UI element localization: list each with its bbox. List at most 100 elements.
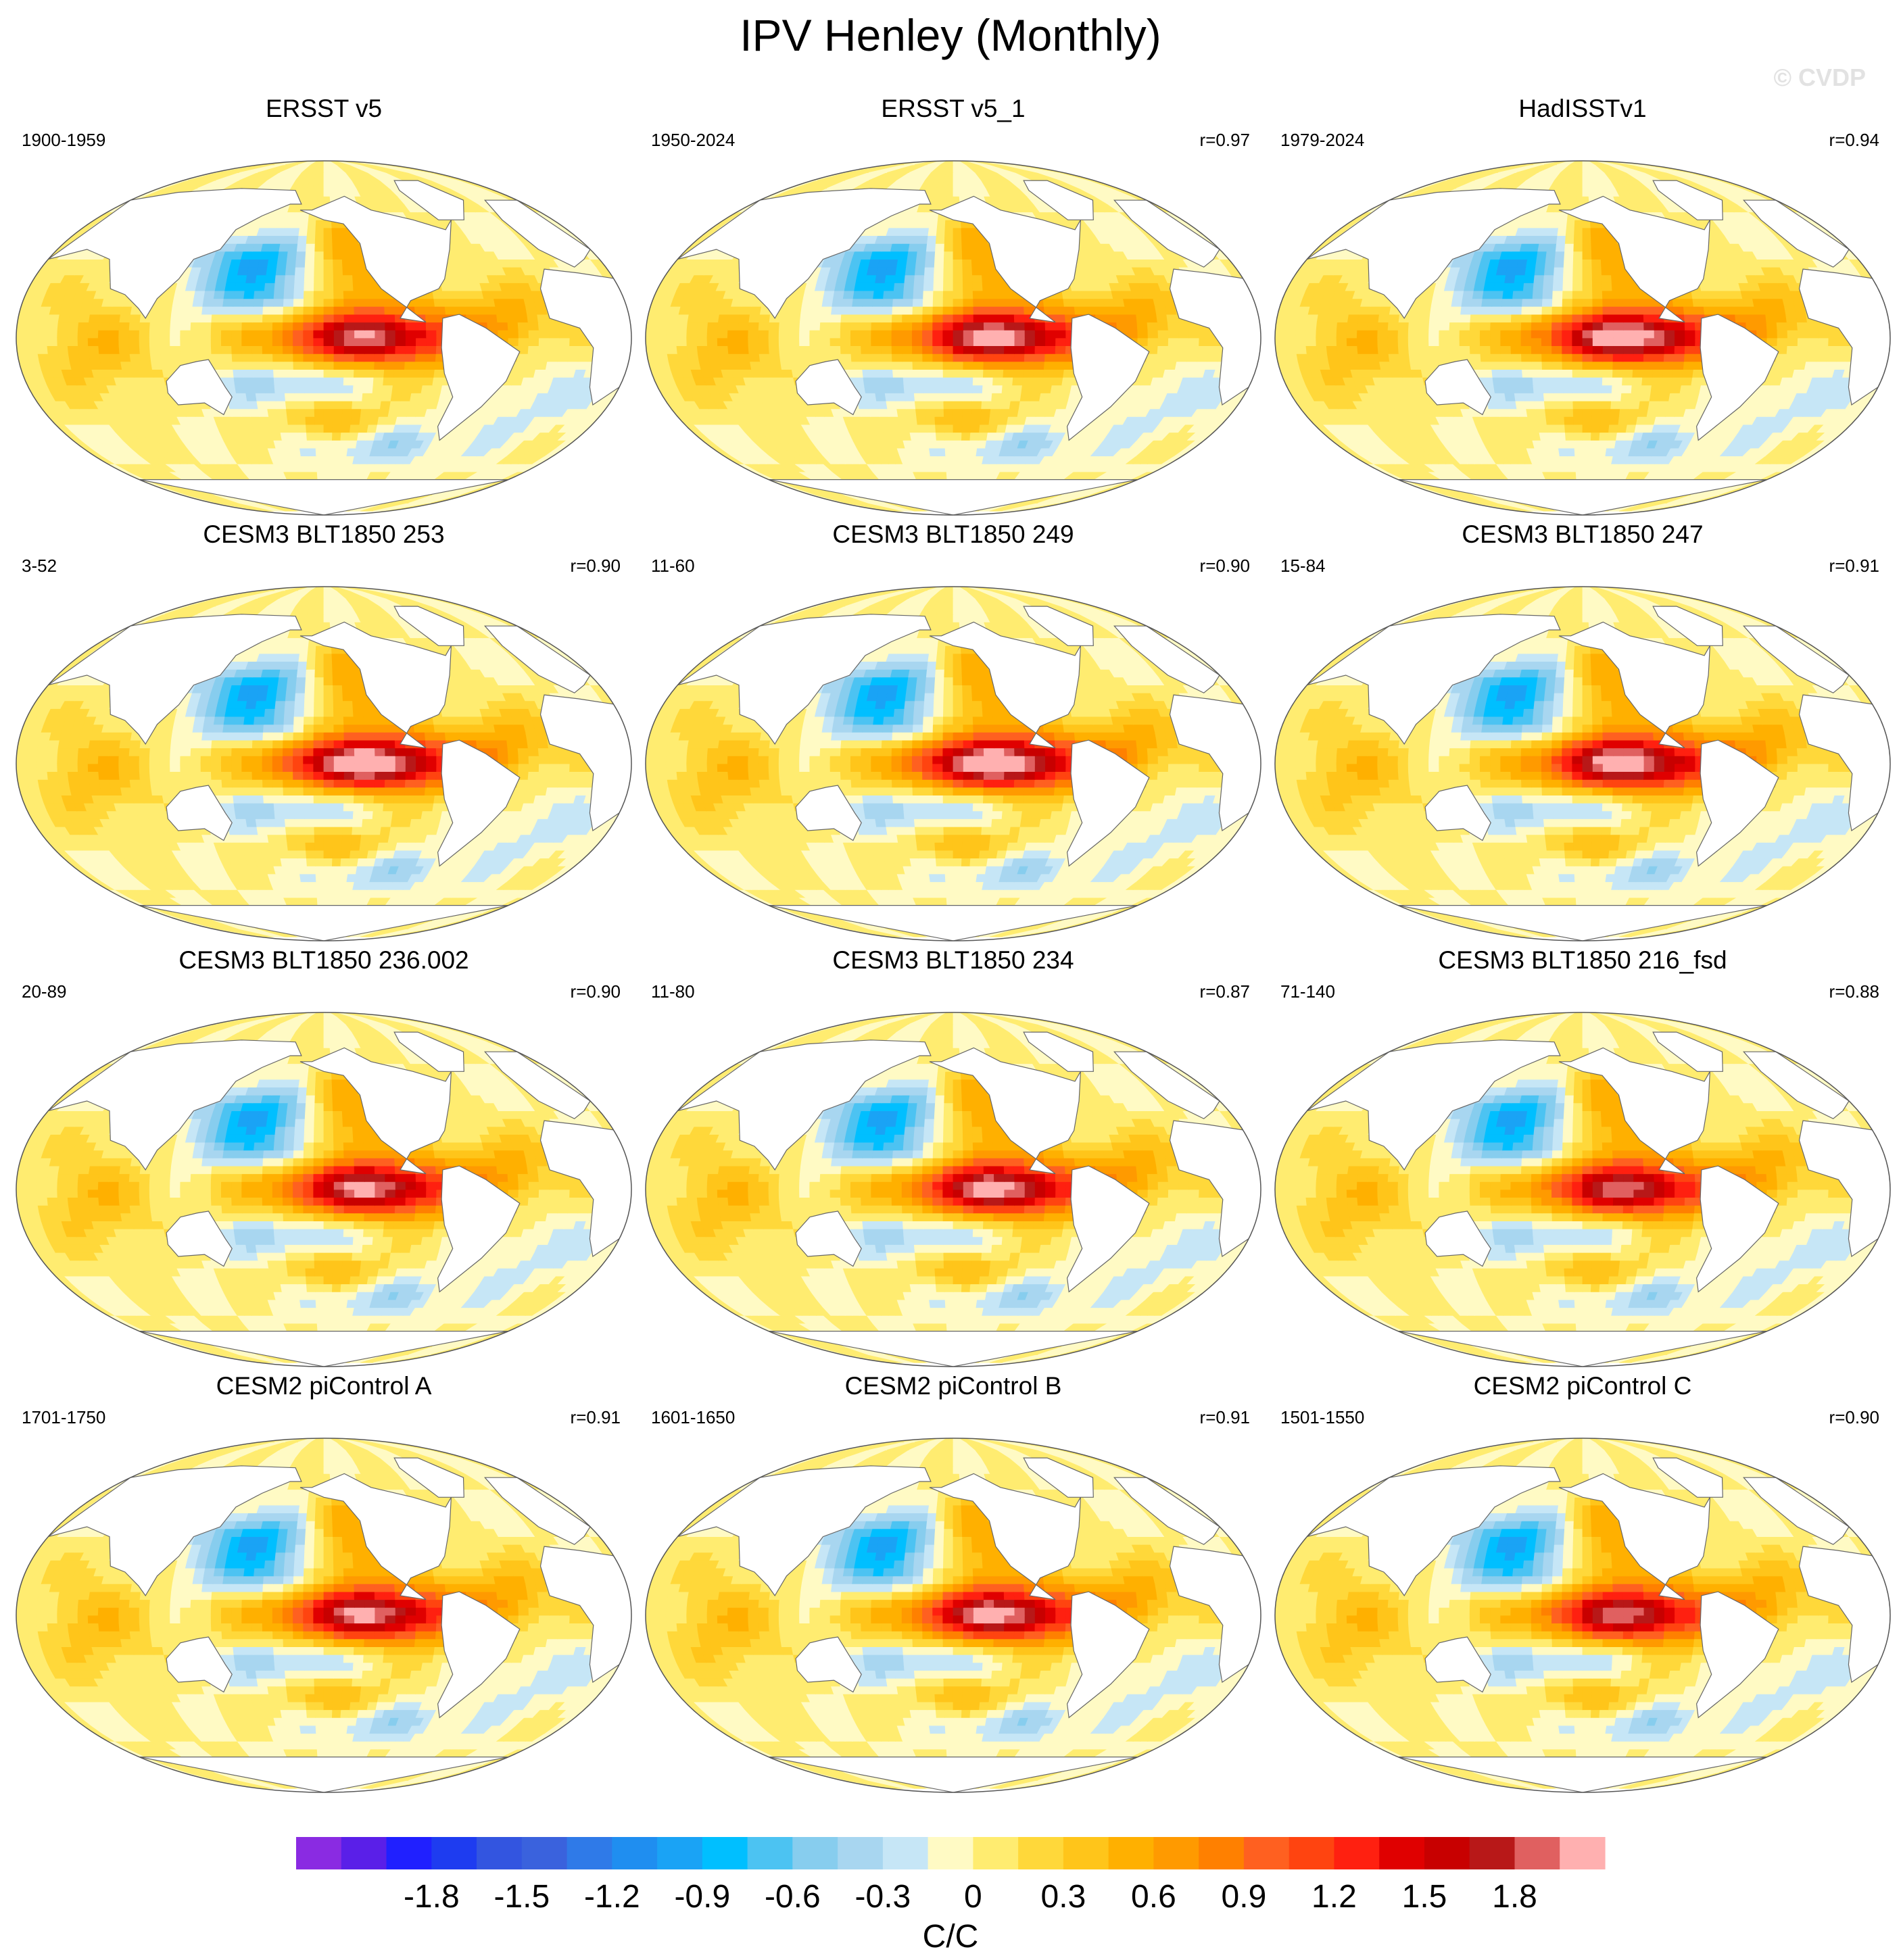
- field-cell: [1014, 322, 1026, 330]
- field-cell: [829, 329, 841, 339]
- field-cell: [149, 314, 162, 323]
- field-cell: [871, 345, 882, 354]
- field-cell: [314, 432, 324, 441]
- field-cell: [942, 376, 954, 386]
- field-cell: [1044, 329, 1057, 339]
- field-cell: [876, 400, 888, 410]
- field-cell: [527, 353, 539, 362]
- field-cell: [303, 369, 314, 378]
- field-cell: [392, 376, 404, 386]
- field-cell: [923, 290, 934, 299]
- field-cell: [304, 400, 315, 410]
- field-cell: [233, 369, 245, 378]
- field-cell: [892, 290, 905, 299]
- field-cell: [997, 416, 1009, 425]
- field-cell: [1145, 361, 1157, 370]
- field-cell: [973, 329, 984, 339]
- field-cell: [1050, 385, 1063, 393]
- field-cell: [982, 385, 993, 393]
- field-cell: [906, 408, 917, 417]
- field-cell: [372, 290, 385, 299]
- field-cell: [313, 376, 324, 386]
- field-cell: [289, 235, 299, 244]
- field-cell: [1074, 305, 1086, 315]
- field-cell: [333, 322, 345, 330]
- field-cell: [341, 259, 353, 268]
- field-cell: [359, 416, 370, 425]
- field-cell: [932, 369, 944, 378]
- field-cell: [171, 305, 183, 315]
- field-cell: [1013, 305, 1025, 315]
- field-cell: [872, 298, 884, 307]
- field-cell: [425, 314, 437, 323]
- field-cell: [234, 385, 247, 393]
- field-cell: [374, 305, 385, 315]
- field-cell: [279, 243, 290, 252]
- field-cell: [358, 424, 369, 433]
- field-cell: [173, 290, 186, 299]
- field-cell: [160, 345, 171, 354]
- field-cell: [686, 322, 698, 330]
- field-cell: [262, 322, 273, 330]
- field-cell: [932, 298, 944, 307]
- field-cell: [415, 322, 427, 330]
- field-cell: [802, 290, 815, 299]
- field-cell: [350, 251, 361, 260]
- field-cell: [994, 329, 1005, 339]
- field-cell: [850, 322, 862, 330]
- field-cell: [333, 337, 345, 347]
- field-cell: [343, 283, 354, 291]
- field-cell: [353, 298, 365, 307]
- field-cell: [375, 337, 386, 347]
- field-cell: [768, 345, 780, 354]
- field-cell: [191, 353, 203, 362]
- field-cell: [943, 274, 954, 283]
- field-cell: [894, 393, 906, 401]
- field-cell: [861, 305, 873, 315]
- field-cell: [364, 314, 375, 323]
- field-cell: [268, 416, 280, 425]
- field-cell: [315, 447, 324, 457]
- field-cell: [676, 322, 688, 330]
- field-cell: [882, 369, 894, 378]
- field-cell: [962, 259, 973, 268]
- field-cell: [222, 305, 234, 315]
- field-cell: [820, 314, 832, 323]
- field-cell: [936, 227, 946, 236]
- field-cell: [364, 337, 376, 347]
- watermark-text: © CVDP: [1773, 64, 1866, 92]
- field-cell: [934, 259, 944, 268]
- field-cell: [119, 314, 131, 323]
- field-cell: [1024, 329, 1036, 339]
- field-cell: [894, 274, 906, 283]
- field-cell: [251, 337, 263, 347]
- field-cell: [231, 314, 243, 323]
- field-cell: [953, 400, 963, 410]
- field-cell: [686, 329, 698, 339]
- field-cell: [697, 314, 710, 323]
- field-cell: [1054, 314, 1066, 323]
- field-cell: [646, 345, 658, 354]
- field-cell: [1157, 322, 1169, 330]
- field-cell: [667, 353, 679, 362]
- field-cell: [961, 227, 971, 236]
- field-cell: [528, 337, 539, 347]
- field-cell: [333, 393, 344, 401]
- field-cell: [272, 298, 285, 307]
- field-cell: [313, 345, 324, 354]
- field-cell: [962, 283, 973, 291]
- field-cell: [1003, 353, 1015, 362]
- field-cell: [983, 305, 994, 315]
- field-cell: [414, 361, 426, 370]
- field-cell: [16, 337, 28, 347]
- field-cell: [333, 385, 344, 393]
- field-cell: [317, 188, 324, 197]
- field-cell: [293, 369, 304, 378]
- field-cell: [944, 432, 954, 441]
- field-cell: [323, 259, 334, 268]
- field-cell: [850, 353, 863, 362]
- field-cell: [758, 322, 770, 330]
- field-cell: [170, 314, 183, 323]
- field-cell: [372, 376, 385, 386]
- field-cell: [971, 393, 983, 401]
